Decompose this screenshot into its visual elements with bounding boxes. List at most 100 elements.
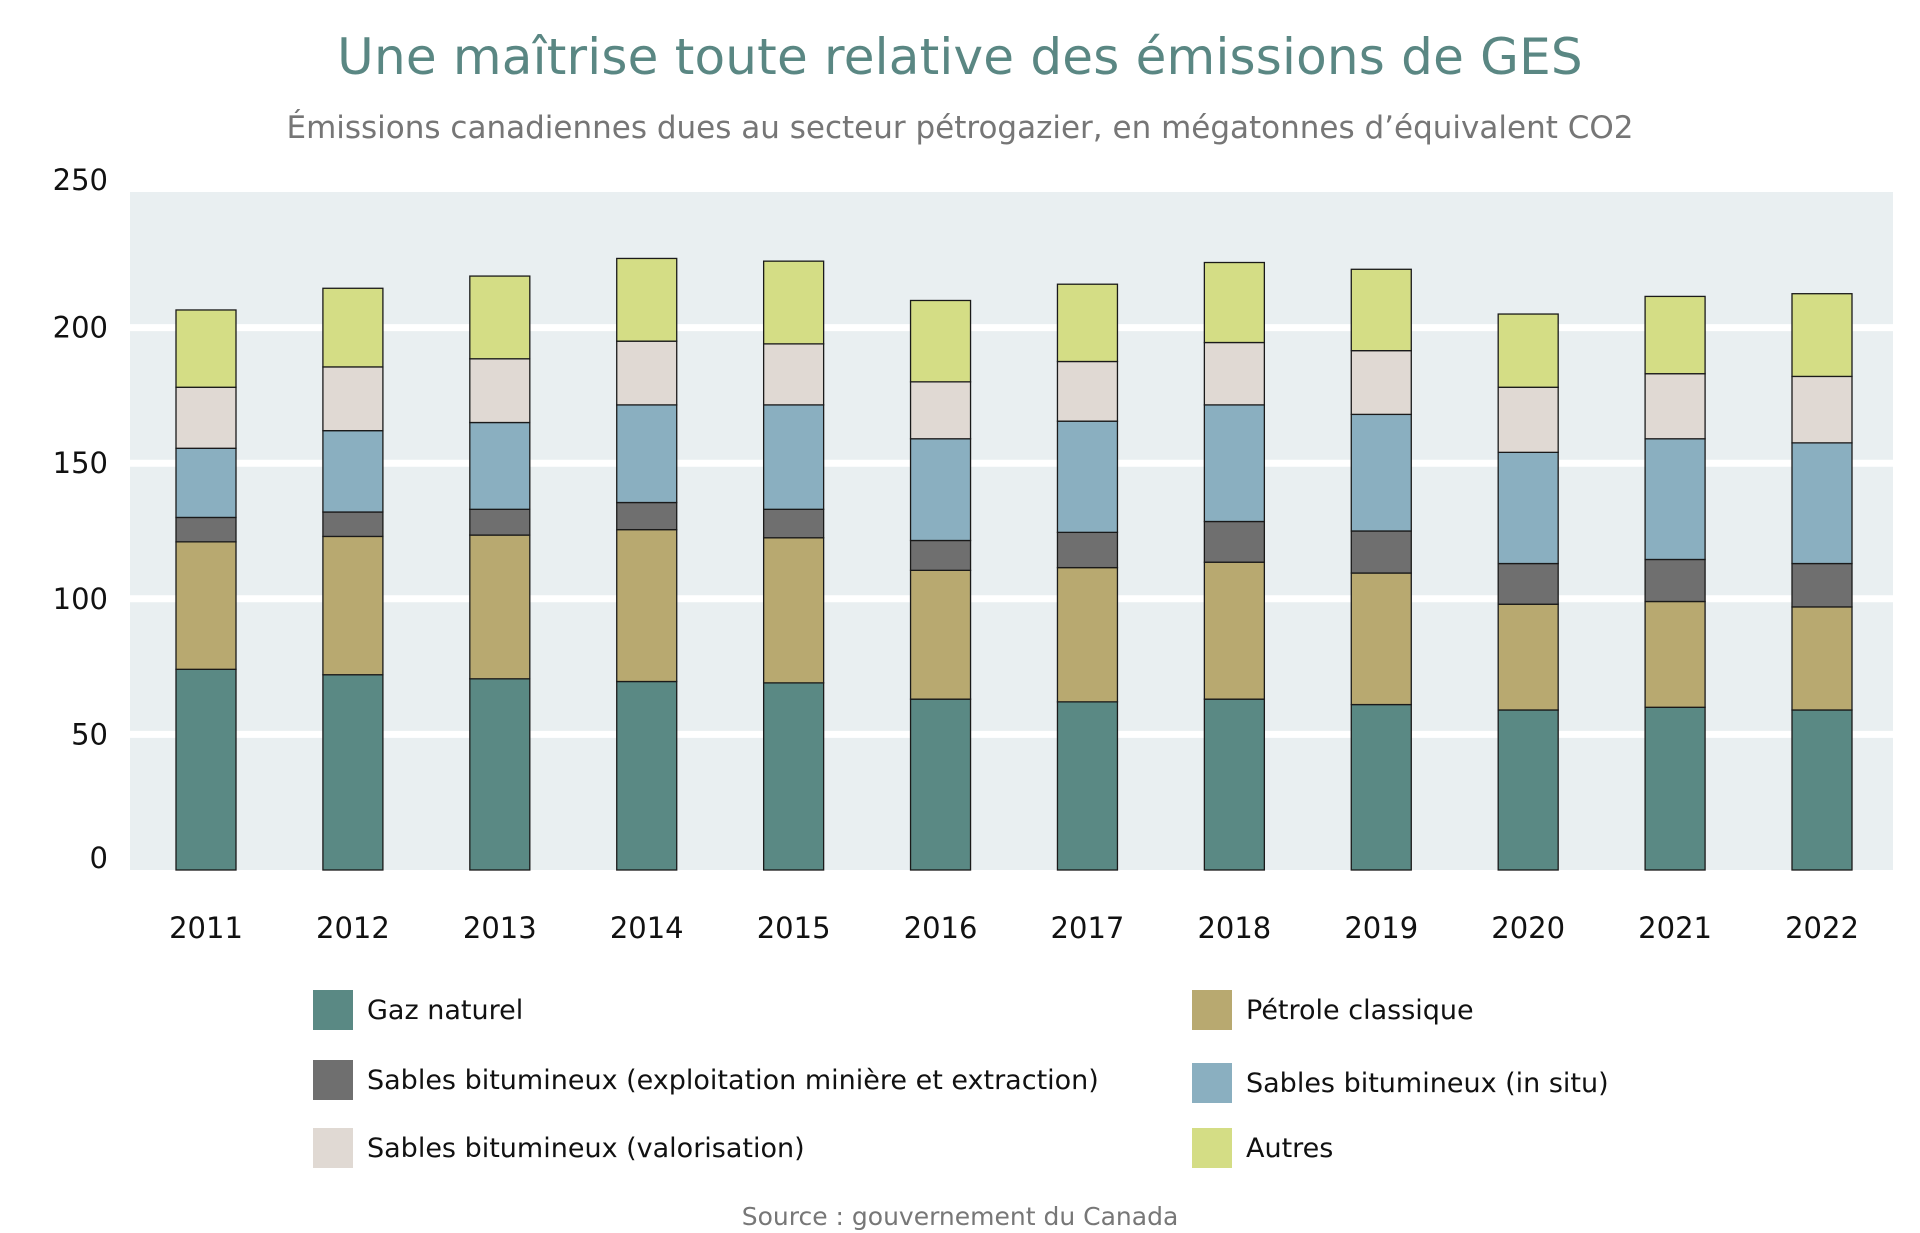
bar-stack-2018 (1203, 261, 1266, 871)
y-tick-label: 100 (53, 582, 108, 616)
bar-stack-2021 (1644, 295, 1706, 871)
bar-segment-2012-series-2 (322, 511, 384, 538)
bar-segment-2022-series-3 (1791, 442, 1853, 565)
bar-segment-2011-series-1 (175, 541, 237, 670)
bar-segment-2015-series-3 (762, 404, 825, 510)
bar-stack-2017 (1056, 283, 1119, 871)
bar-stack-2012 (322, 287, 384, 871)
bar-segment-2020-series-4 (1497, 386, 1559, 454)
legend-item-sables-exploitation: Sables bitumineux (exploitation minière … (313, 1060, 1099, 1100)
legend-swatch (313, 1128, 353, 1168)
bar-stack-2016 (909, 299, 972, 871)
legend-swatch (313, 1060, 353, 1100)
source-note: Source : gouvernement du Canada (741, 1202, 1179, 1231)
x-tick-label: 2011 (169, 911, 243, 945)
bar-segment-2016-series-2 (909, 539, 972, 571)
bar-segment-2021-series-1 (1644, 600, 1706, 708)
legend-label: Gaz naturel (367, 994, 524, 1026)
bar-stack-2013 (469, 275, 531, 871)
bar-segment-2013-series-5 (469, 275, 531, 360)
bar-segment-2020-series-1 (1497, 603, 1559, 711)
bar-segment-2011-series-3 (175, 447, 237, 519)
bar-segment-2012-series-1 (322, 535, 384, 676)
y-tick-label: 200 (53, 311, 108, 345)
bar-segment-2022-series-1 (1791, 606, 1853, 711)
legend-item-autres: Autres (1192, 1128, 1333, 1168)
x-axis-tick-labels: 2011 2012 2013 2014 2015 2016 2017 2018 2019 2020… (169, 911, 1859, 945)
bar-segment-2017-series-5 (1056, 283, 1119, 363)
legend-label: Sables bitumineux (exploitation minière … (367, 1064, 1099, 1096)
bar-segment-2018-series-2 (1203, 520, 1266, 563)
bar-segment-2020-series-0 (1497, 709, 1559, 871)
bar-segment-2011-series-2 (175, 516, 237, 543)
bar-segment-2012-series-3 (322, 430, 384, 513)
bar-segment-2012-series-0 (322, 674, 384, 871)
bar-segment-2019-series-1 (1350, 572, 1412, 706)
legend-item-sables-valorisation: Sables bitumineux (valorisation) (313, 1128, 805, 1168)
bar-segment-2012-series-4 (322, 366, 384, 432)
bar-segment-2022-series-5 (1791, 293, 1853, 378)
bar-segment-2016-series-5 (909, 299, 972, 383)
x-tick-label: 2013 (463, 911, 537, 945)
legend-item-sables-in-situ: Sables bitumineux (in situ) (1192, 1063, 1609, 1103)
x-tick-label: 2015 (757, 911, 831, 945)
bar-segment-2022-series-2 (1791, 562, 1853, 608)
bar-segment-2018-series-4 (1203, 341, 1266, 406)
bar-segment-2018-series-1 (1203, 561, 1266, 700)
bar-segment-2017-series-3 (1056, 420, 1119, 534)
bar-segment-2015-series-1 (762, 537, 825, 684)
x-tick-label: 2022 (1785, 911, 1859, 945)
bar-stack-2022 (1791, 293, 1853, 871)
bar-segment-2011-series-0 (175, 668, 237, 871)
y-axis-tick-labels: 0 50 100 150 200 250 (53, 163, 108, 875)
bar-segment-2017-series-1 (1056, 566, 1119, 703)
bar-segment-2015-series-4 (762, 343, 825, 406)
plot-background (130, 192, 1893, 870)
bar-segment-2013-series-3 (469, 421, 531, 510)
legend-swatch (313, 990, 353, 1030)
legend-label: Autres (1246, 1132, 1334, 1164)
legend-swatch (1192, 1063, 1232, 1103)
bar-segment-2014-series-2 (616, 501, 678, 531)
x-tick-label: 2020 (1491, 911, 1565, 945)
bar-segment-2012-series-5 (322, 287, 384, 368)
bar-segment-2016-series-1 (909, 569, 972, 700)
bar-stack-2014 (616, 257, 678, 871)
bar-segment-2019-series-0 (1350, 703, 1412, 871)
y-tick-label: 250 (53, 163, 108, 197)
x-tick-label: 2017 (1051, 911, 1125, 945)
bar-segment-2011-series-5 (175, 309, 237, 388)
bar-stack-2020 (1497, 313, 1559, 871)
bar-segment-2016-series-4 (909, 381, 972, 440)
bar-segment-2014-series-5 (616, 257, 678, 342)
legend-label: Sables bitumineux (valorisation) (367, 1132, 805, 1164)
bar-segment-2016-series-0 (909, 698, 972, 871)
legend-label: Pétrole classique (1246, 994, 1474, 1026)
gridlines (130, 324, 1893, 738)
bar-segment-2013-series-4 (469, 358, 531, 424)
legend-label: Sables bitumineux (in situ) (1246, 1067, 1609, 1099)
bar-segment-2013-series-0 (469, 678, 531, 871)
bar-segment-2022-series-4 (1791, 375, 1853, 444)
bar-stack-2019 (1350, 268, 1412, 871)
chart-title: Une maîtrise toute relative des émission… (337, 28, 1583, 86)
legend-item-petrole-classique: Pétrole classique (1192, 990, 1474, 1030)
bar-segment-2015-series-2 (762, 508, 825, 539)
bar-segment-2020-series-3 (1497, 451, 1559, 565)
y-tick-label: 0 (90, 841, 108, 875)
bar-segment-2011-series-4 (175, 386, 237, 449)
bar-segment-2018-series-0 (1203, 698, 1266, 871)
x-tick-label: 2014 (610, 911, 684, 945)
bar-segment-2018-series-5 (1203, 261, 1266, 344)
bar-segment-2017-series-4 (1056, 360, 1119, 422)
y-tick-label: 150 (53, 446, 108, 480)
bar-stack-2011 (175, 309, 237, 871)
bar-segment-2019-series-3 (1350, 413, 1412, 532)
x-tick-label: 2016 (904, 911, 978, 945)
x-tick-label: 2021 (1638, 911, 1712, 945)
bar-segment-2018-series-3 (1203, 404, 1266, 523)
legend-swatch (1192, 1128, 1232, 1168)
legend-item-gaz-naturel: Gaz naturel (313, 990, 523, 1030)
bar-segment-2022-series-0 (1791, 709, 1853, 871)
